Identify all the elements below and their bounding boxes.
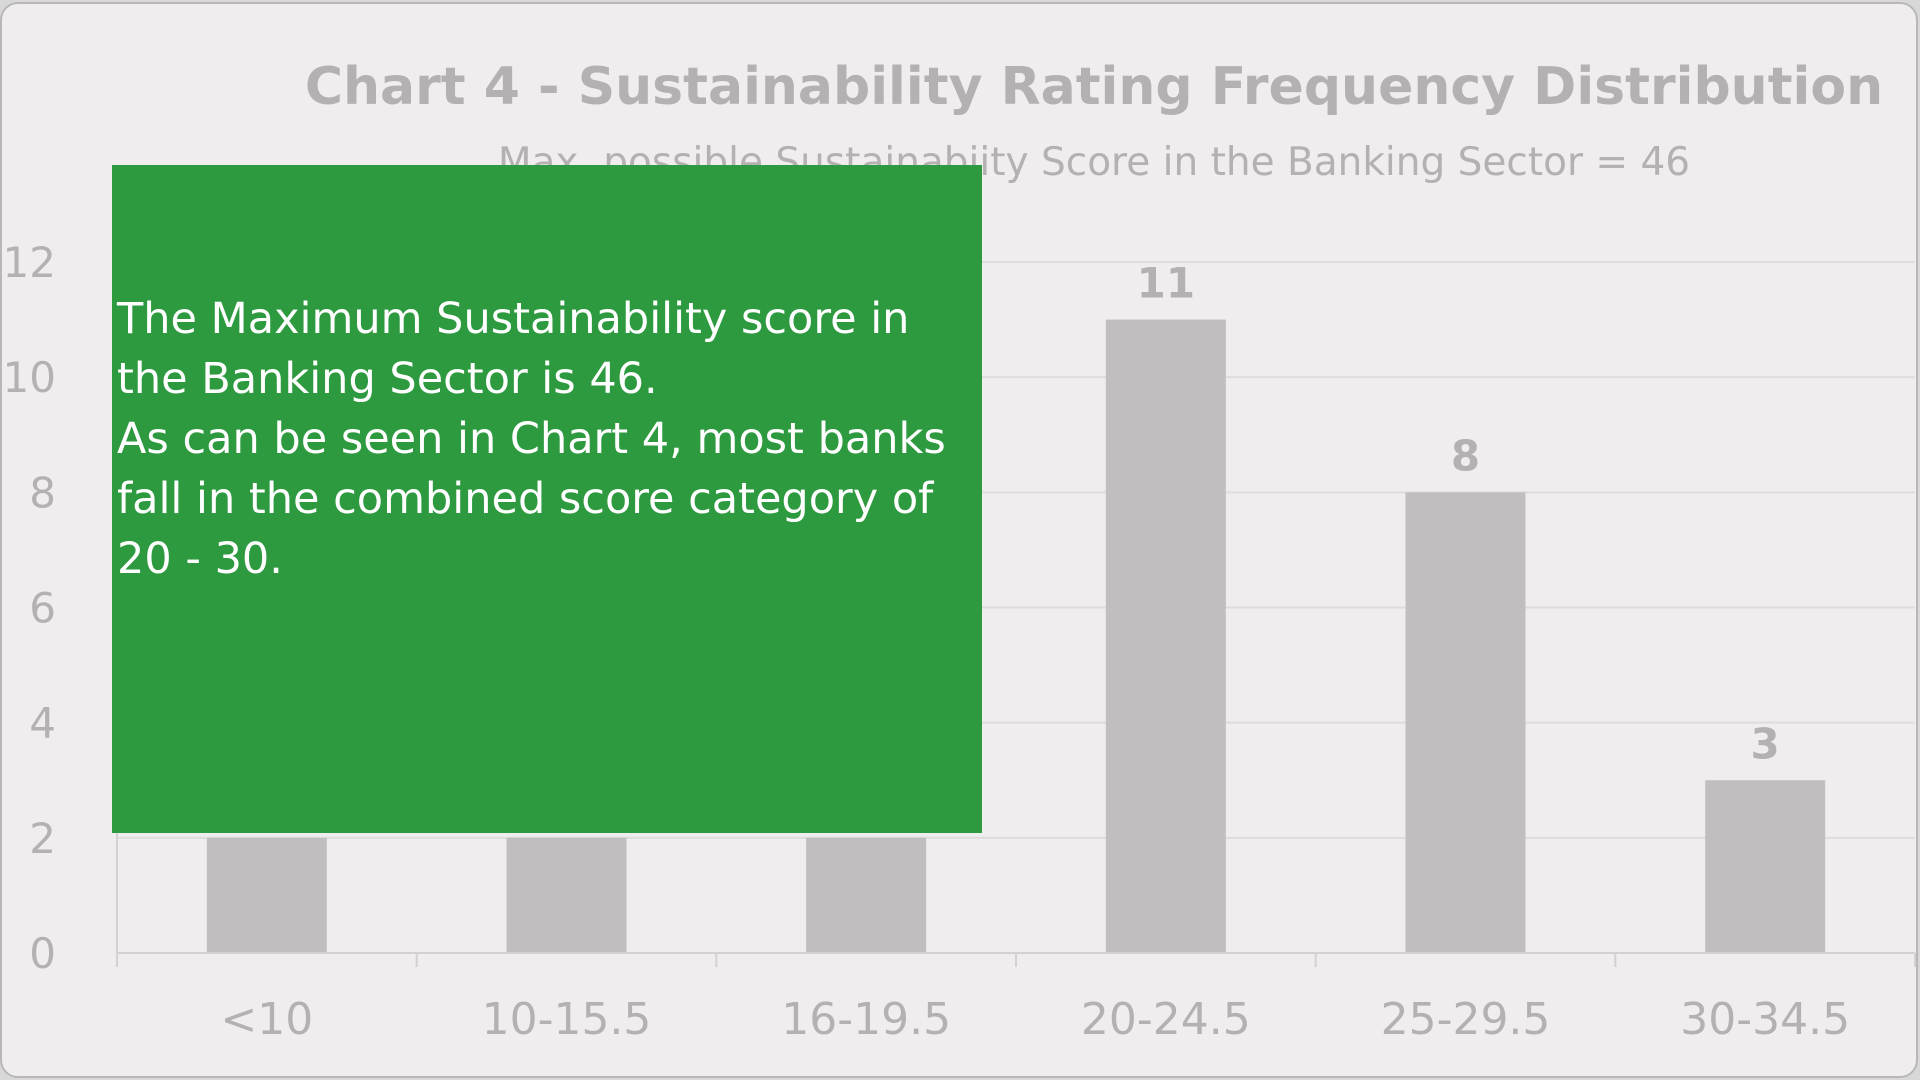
bar-20-24.5	[1105, 319, 1226, 953]
y-tick-label: 8	[29, 468, 56, 517]
y-tick-label: 6	[29, 584, 56, 633]
callout-line-2: As can be seen in Chart 4, most banks fa…	[117, 414, 946, 584]
y-tick-label: 12	[3, 238, 56, 287]
callout-box: The Maximum Sustainability score in the …	[112, 165, 982, 833]
data-label: 8	[1451, 431, 1480, 480]
x-tick-label: 10-15.5	[482, 994, 652, 1045]
y-tick-label: 4	[29, 699, 56, 748]
bar-<10	[206, 837, 327, 953]
y-tick-label: 0	[29, 929, 56, 978]
x-tick-label: 16-19.5	[781, 994, 951, 1045]
x-tick-label: 30-34.5	[1680, 994, 1850, 1045]
data-label: 11	[1137, 259, 1195, 308]
bar-25-29.5	[1405, 492, 1526, 953]
x-tick-label: 20-24.5	[1081, 994, 1251, 1045]
chart-title: Chart 4 - Sustainability Rating Frequenc…	[305, 57, 1883, 117]
bar-16-19.5	[806, 837, 927, 953]
bar-30-34.5	[1705, 780, 1826, 953]
bar-10-15.5	[506, 837, 627, 953]
x-tick-label: <10	[220, 994, 313, 1045]
callout-line-1: The Maximum Sustainability score in the …	[117, 294, 910, 404]
data-label: 3	[1751, 719, 1780, 768]
y-tick-label: 10	[3, 353, 56, 402]
x-tick-label: 25-29.5	[1381, 994, 1551, 1045]
y-tick-label: 2	[29, 814, 56, 863]
